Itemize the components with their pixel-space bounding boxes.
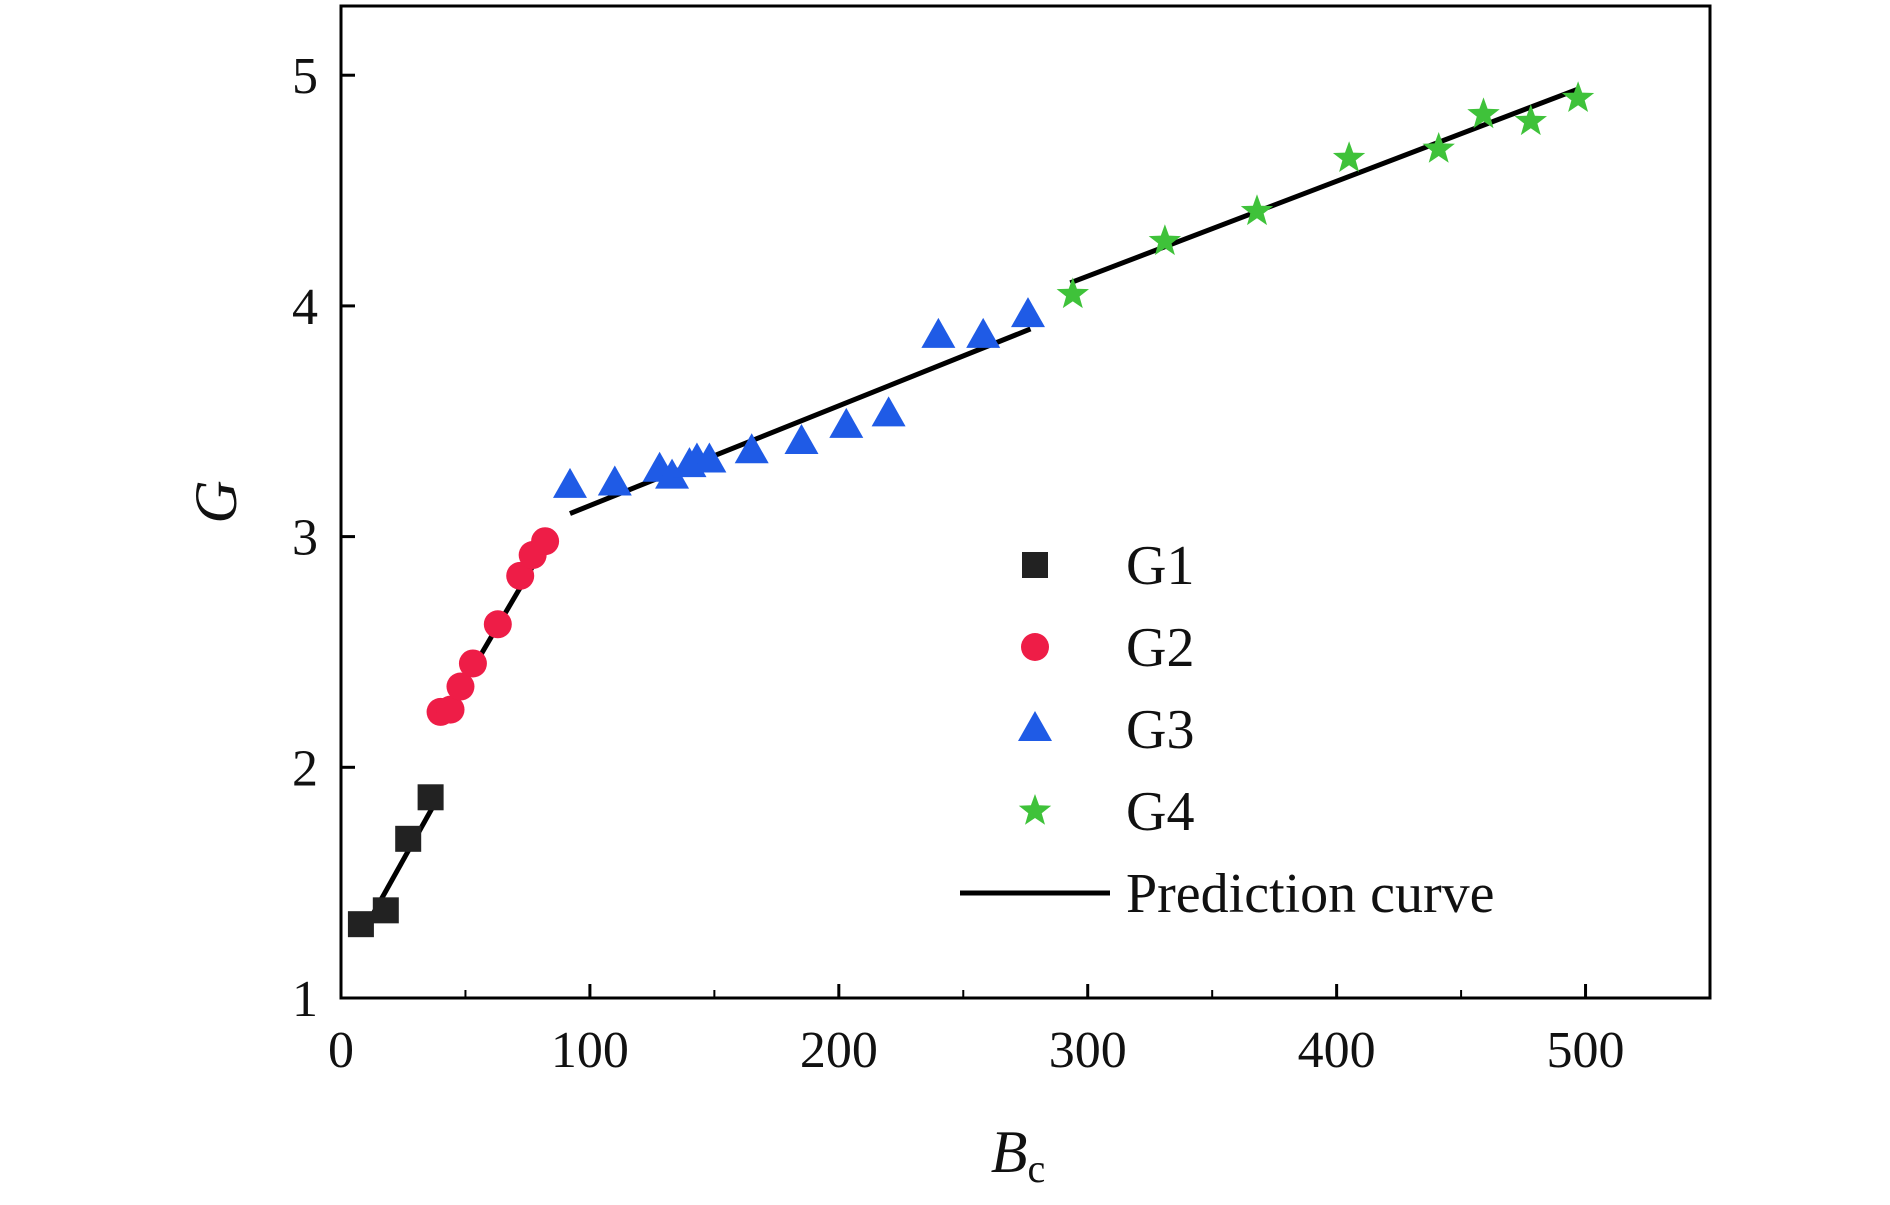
data-point-g2: [436, 695, 465, 724]
data-point-g4: [1056, 277, 1089, 309]
x-axis-title: Bc: [991, 1119, 1045, 1191]
legend-label-g1: G1: [1126, 535, 1194, 597]
legend-marker-g2: [1021, 633, 1049, 661]
x-tick-label: 200: [800, 1022, 878, 1079]
plot-area-frame: [339, 4, 1712, 1000]
y-tick-label: 3: [292, 510, 318, 567]
prediction-curve-segment: [1069, 86, 1579, 286]
x-tick-label: 300: [1049, 1022, 1127, 1079]
data-point-g4: [1332, 141, 1366, 172]
y-tick-label: 5: [292, 48, 318, 105]
x-axis-title-main: B: [991, 1119, 1028, 1185]
data-point-g3: [655, 458, 690, 489]
data-point-g4: [1148, 224, 1182, 256]
data-point-g4: [1422, 132, 1455, 163]
data-point-g4: [1240, 194, 1274, 226]
y-axis-tick-labels: 1 2 3 4 5: [292, 48, 318, 1028]
axis-ticks: [339, 73, 1588, 1000]
legend-label-g2: G2: [1126, 617, 1194, 679]
data-point-g3: [734, 433, 769, 464]
data-points: [347, 81, 1595, 938]
y-tick-label: 2: [292, 740, 318, 797]
y-axis-title: G: [183, 480, 249, 523]
data-point-g2: [458, 649, 487, 678]
data-point-g1: [417, 784, 444, 811]
data-point-g2: [483, 610, 512, 639]
x-tick-label: 500: [1547, 1022, 1625, 1079]
data-point-g3: [597, 465, 632, 496]
x-axis-title-subscript: c: [1027, 1146, 1045, 1191]
y-tick-label: 4: [292, 279, 318, 336]
legend-label-g4: G4: [1126, 781, 1194, 843]
data-point-g3: [552, 467, 587, 498]
x-tick-label: 100: [551, 1022, 629, 1079]
data-point-g4: [1514, 104, 1547, 136]
data-point-g4: [1467, 97, 1500, 129]
data-point-g1: [347, 911, 374, 938]
x-axis-tick-labels: 0 100 200 300 400 500: [328, 1022, 1625, 1079]
data-point-g2: [506, 561, 535, 590]
x-tick-label: 0: [328, 1022, 354, 1079]
data-point-g2: [446, 672, 475, 701]
legend: G1 G2 G3 G4 Prediction curve: [960, 535, 1495, 925]
data-point-g3: [871, 396, 906, 427]
legend-marker-g1: [1022, 552, 1048, 578]
data-point-g1: [395, 825, 422, 852]
prediction-curve-lines: [358, 86, 1579, 937]
legend-marker-g3: [1018, 711, 1052, 741]
legend-marker-g4: [1018, 794, 1052, 825]
data-point-g3: [784, 424, 819, 455]
data-point-g4: [1561, 81, 1595, 112]
data-point-g3: [1010, 297, 1045, 328]
data-point-g3: [692, 442, 727, 473]
y-tick-label: 1: [292, 971, 318, 1028]
data-point-g3: [921, 317, 956, 348]
data-point-g2: [531, 527, 560, 556]
x-tick-label: 400: [1298, 1022, 1376, 1079]
legend-label-prediction-curve: Prediction curve: [1126, 863, 1495, 925]
data-point-g3: [829, 407, 864, 438]
prediction-curve-segment: [569, 326, 1032, 516]
data-point-g3: [966, 317, 1001, 348]
data-point-g1: [372, 897, 399, 924]
legend-label-g3: G3: [1126, 699, 1194, 761]
